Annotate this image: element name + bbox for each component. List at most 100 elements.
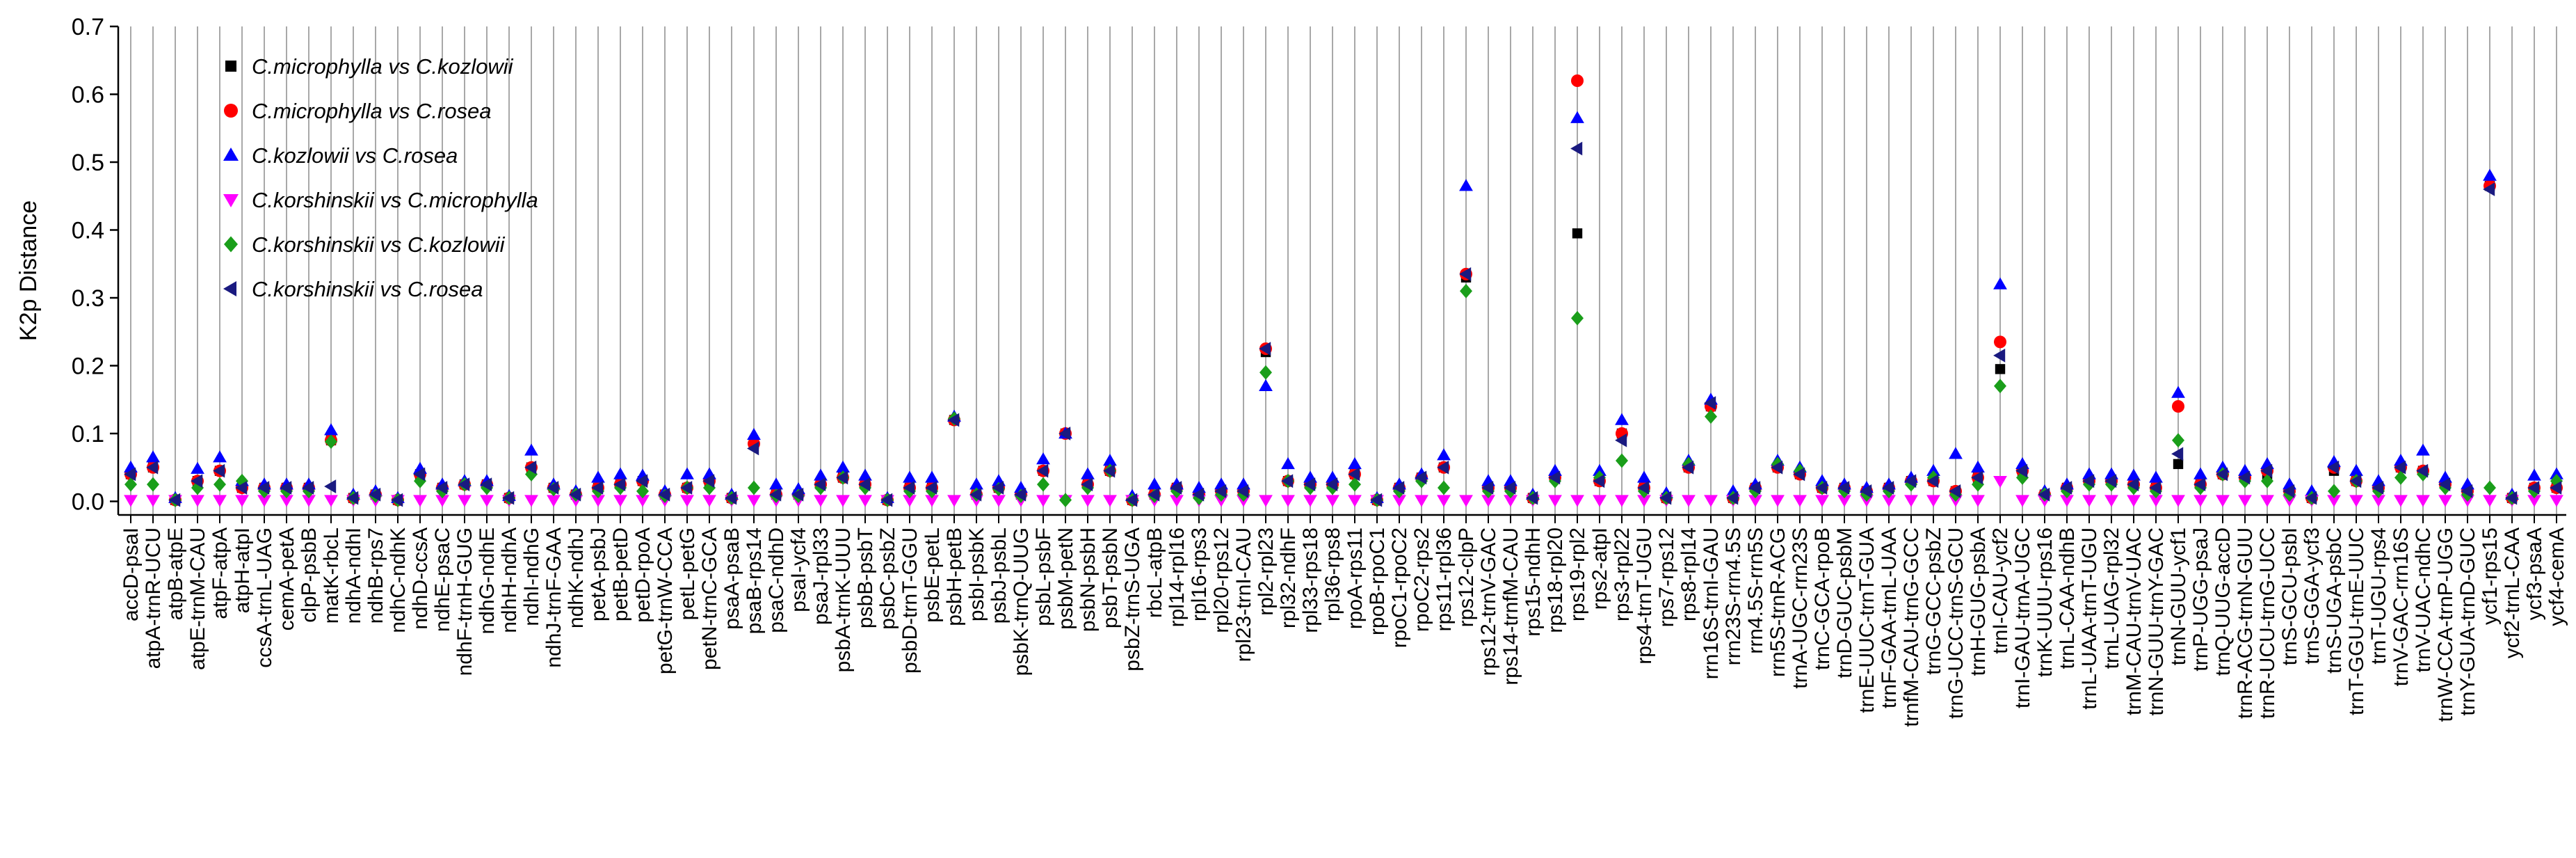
x-category-label: rpoB-rpoC1 [1366,527,1389,635]
x-category-label: rpl2-rpl23 [1255,527,1278,616]
data-point [1726,491,1739,505]
data-point [591,495,605,507]
data-point [280,481,292,495]
data-point [2394,470,2407,485]
y-tick-label: 0.6 [72,82,104,109]
x-category-label: psbH-petB [943,527,966,626]
x-category-label: petB-petD [609,527,632,621]
data-point [947,413,960,427]
data-point [524,460,537,475]
x-category-label: rps8-rpl14 [1677,527,1700,621]
data-point [2238,495,2252,507]
y-tick-label: 0.5 [72,150,104,176]
data-point [2038,487,2050,502]
x-category-label: petD-rpoA [631,527,654,623]
data-point [591,470,605,483]
data-point [191,461,204,474]
data-point [1259,365,1272,380]
data-point [124,467,136,482]
data-point [2349,495,2363,507]
data-point [1949,484,1961,498]
x-category-label: psbB-psbT [854,527,877,628]
data-point [636,484,649,499]
data-point [346,491,359,505]
data-point [2172,400,2184,413]
data-point [524,443,538,456]
data-point [2394,495,2408,507]
data-point [1837,495,1851,507]
data-point [1148,487,1160,502]
data-point [747,441,759,456]
data-point [257,495,271,507]
x-category-label: trnP-UGG-psaJ [2189,527,2212,672]
data-point [1615,495,1629,507]
data-point [1571,310,1584,326]
data-point [1170,481,1182,495]
x-category-label: rpoA-rps11 [1344,527,1367,629]
data-point [1593,474,1605,488]
data-point [992,481,1004,495]
data-point [925,495,939,507]
data-point [1904,495,1918,507]
data-point [613,495,627,507]
data-point [725,491,737,505]
x-category-label: trnH-GUG-psbA [1967,527,1990,676]
data-point [769,477,783,490]
data-point [1572,228,1583,239]
x-category-label: trnfM-CAU-trnG-GCC [1900,527,1923,727]
data-point [2216,495,2230,507]
data-point [1748,495,1762,507]
data-point [880,493,893,507]
y-tick-label: 0.7 [72,14,104,40]
x-category-label: trnD-GUC-psbM [1833,527,1856,678]
data-point [435,481,448,495]
legend-marker [224,236,238,253]
data-point [1438,480,1450,495]
x-category-label: ndhF-trnH-GUG [453,527,476,676]
x-category-label: ndhB-rps7 [364,527,387,623]
x-category-label: trnI-CAU-ycf2 [1989,527,2012,654]
data-point [1793,495,1807,507]
data-point [636,474,648,488]
x-category-label: ccsA-trnL-UAG [253,527,276,668]
x-category-label: ycf3-psaA [2523,527,2546,620]
data-point [992,495,1006,507]
x-category-label: rrn16S-trnI-GAU [1700,527,1723,679]
data-point [2438,495,2452,507]
x-category-label: trnY-GUA-trnD-GUC [2456,527,2479,716]
data-point [2416,463,2429,478]
x-category-label: ndhE-psaC [431,527,454,632]
data-point [1815,495,1829,507]
x-category-label: rps12-clpP [1455,527,1478,627]
data-point [1526,491,1538,505]
legend-label: C.korshinskii vs C.kozlowii [252,232,506,257]
data-point [1616,453,1628,468]
data-point [2127,495,2141,507]
x-category-label: rps3-rpl22 [1611,527,1634,621]
data-point [2527,481,2540,495]
data-point [2461,484,2473,498]
data-point [302,481,314,495]
data-point [1370,493,1383,507]
data-point [146,495,160,507]
data-point [1348,495,1362,507]
data-point [1504,481,1516,495]
x-category-label: rpoC2-rps2 [1410,527,1433,632]
data-point [1349,477,1361,492]
data-point [213,495,227,507]
x-category-label: rps14-trnfM-CAU [1499,527,1522,685]
data-point [1459,179,1473,191]
x-category-label: matK-rbcL [320,527,343,623]
data-point [502,491,515,505]
data-point [2172,433,2184,448]
x-category-label: psbD-trnT-GGU [899,527,921,674]
data-point [547,495,561,507]
data-point [213,450,227,463]
data-point [257,481,270,495]
data-point [1570,141,1583,156]
data-point [1437,460,1449,475]
x-category-label: psbN-psbH [1077,527,1100,632]
y-tick-label: 0.0 [72,489,104,516]
data-point [2149,495,2163,507]
data-point [836,470,848,485]
